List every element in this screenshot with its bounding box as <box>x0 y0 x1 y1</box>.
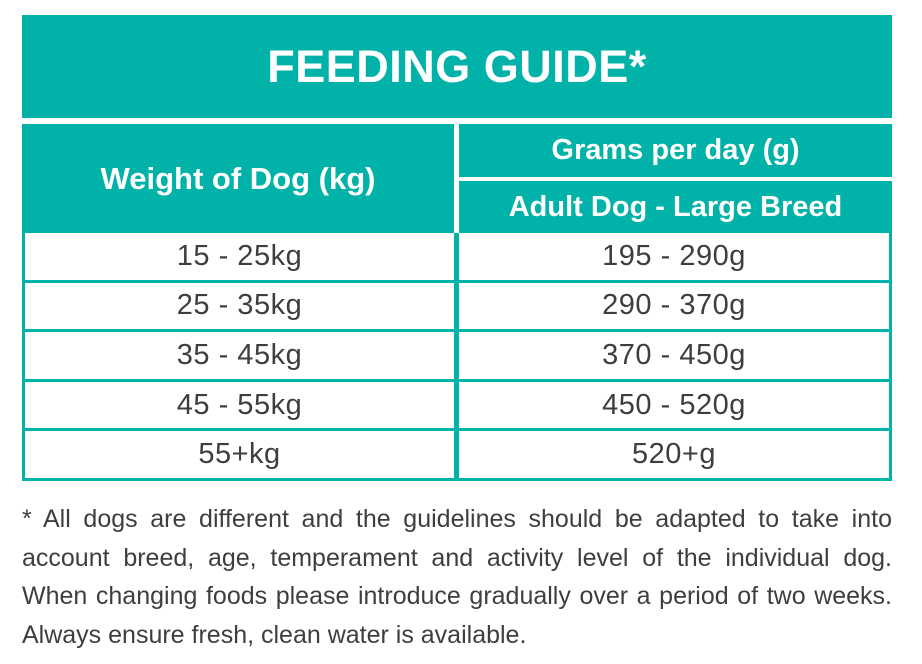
weight-cell: 15 - 25kg <box>25 233 454 280</box>
grams-cell: 450 - 520g <box>459 381 889 429</box>
grams-per-day-header-cell: Grams per day (g) <box>459 124 892 177</box>
weight-cell: 45 - 55kg <box>25 381 454 429</box>
grams-cell: 290 - 370g <box>459 282 889 330</box>
footnote: * All dogs are different and the guideli… <box>22 500 892 654</box>
table-header-row: Weight of Dog (kg) Grams per day (g) Adu… <box>22 124 892 233</box>
weight-cell: 35 - 45kg <box>25 332 454 379</box>
grams-header-column: Grams per day (g) Adult Dog - Large Bree… <box>459 124 892 233</box>
page-title: FEEDING GUIDE* <box>267 40 647 92</box>
grams-cell: 370 - 450g <box>459 332 889 379</box>
grams-cell: 520+g <box>459 431 889 478</box>
table-body: 15 - 25kg 195 - 290g 25 - 35kg 290 - 370… <box>22 233 892 481</box>
footnote-line: account breed, age, temperament and acti… <box>22 543 892 572</box>
footnote-line: When changing foods please introduce gra… <box>22 582 892 610</box>
title-banner: FEEDING GUIDE* <box>22 15 892 118</box>
weight-cell: 25 - 35kg <box>25 282 454 330</box>
feeding-guide-table: FEEDING GUIDE* Weight of Dog (kg) Grams … <box>22 15 892 481</box>
weight-header-cell: Weight of Dog (kg) <box>22 124 454 233</box>
footnote-line: Always ensure fresh, clean water is avai… <box>22 620 527 649</box>
adult-dog-large-breed-header-cell: Adult Dog - Large Breed <box>459 181 892 233</box>
weight-cell: 55+kg <box>25 431 454 478</box>
footnote-line: * All dogs are different and the guideli… <box>22 505 892 533</box>
grams-cell: 195 - 290g <box>459 233 889 280</box>
